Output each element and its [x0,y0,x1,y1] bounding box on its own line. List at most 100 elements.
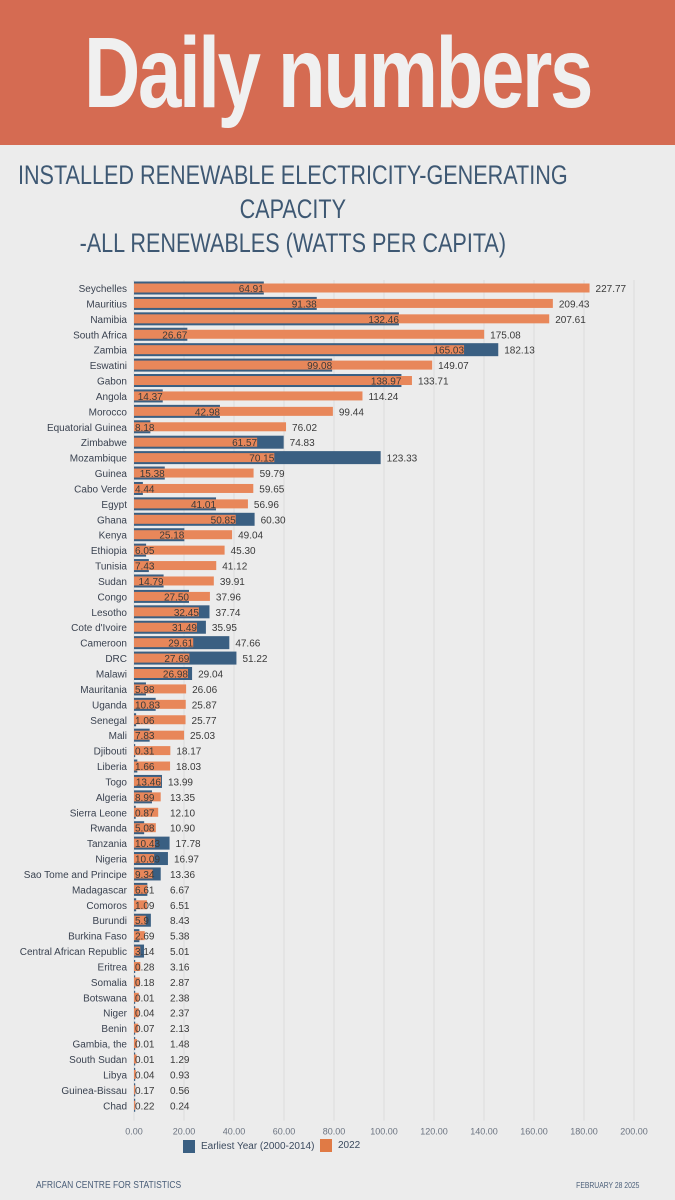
bar-2022 [134,1085,136,1095]
bars [134,281,590,1112]
category-label: Algeria [96,793,128,804]
inner-data-label: 0.01 [135,993,155,1004]
category-label: Senegal [90,716,127,727]
bar-2022 [134,931,145,941]
outer-data-label: 2.38 [170,993,190,1004]
outer-data-label: 5.38 [170,932,190,943]
bar-2022 [134,360,433,370]
category-label: Benin [101,1024,127,1035]
outer-data-label: 0.93 [170,1070,190,1081]
category-label: Togo [105,777,127,788]
bar-2022 [134,715,186,725]
legend-swatch-2022 [320,1139,332,1152]
outer-data-label: 175.08 [490,330,521,341]
category-label: Tanzania [87,839,127,850]
bar-2022 [134,869,153,879]
outer-data-label: 13.36 [170,870,195,881]
inner-data-label: 0.01 [135,1055,155,1066]
category-label: Sierra Leone [70,808,128,819]
bar-2022 [134,545,225,555]
category-label: Egypt [101,500,127,511]
x-tick-label: 40.00 [223,1127,246,1137]
bar-2022 [134,638,194,648]
outer-data-label: 182.13 [504,346,535,357]
outer-data-label: 2.87 [170,978,190,989]
inner-data-label: 0.04 [135,1070,155,1081]
category-label: Lesotho [91,608,127,619]
outer-data-label: 29.04 [198,670,223,681]
bar-2022 [134,854,155,864]
category-label: Cabo Verde [74,484,127,495]
bar-2022 [134,838,155,848]
category-label: Namibia [90,315,127,326]
bar-2022 [134,437,258,447]
legend-label-2022: 2022 [338,1140,361,1152]
category-label: Guinea-Bissau [61,1086,127,1097]
bar-2022 [134,406,333,416]
category-label: South Africa [73,330,127,341]
category-label: Sudan [98,577,127,588]
bar-2022 [134,1023,139,1033]
inner-data-label: 0.31 [135,747,155,758]
outer-data-label: 25.87 [192,700,217,711]
category-label: DRC [105,654,127,665]
bar-2022 [134,376,412,386]
outer-data-label: 47.66 [235,639,260,650]
outer-data-label: 1.48 [170,1040,190,1051]
outer-data-label: 10.90 [170,824,195,835]
bar-2022 [134,1039,137,1049]
bar-2022 [134,283,590,293]
bar-2022 [134,915,146,925]
category-label: Congo [98,592,128,603]
legend: Earliest Year (2000-2014) [183,1140,314,1153]
bar-2022 [134,329,485,339]
category-label: Eritrea [98,962,128,973]
outer-data-label: 25.77 [192,716,217,727]
category-label: Zambia [94,346,128,357]
outer-data-label: 37.96 [216,592,241,603]
category-label: Gambia, the [73,1040,128,1051]
category-label: Mali [109,731,127,742]
inner-data-label: 15.38 [140,469,165,480]
outer-data-label: 59.79 [260,469,285,480]
x-tick-label: 160.00 [520,1127,548,1137]
outer-data-label: 12.10 [170,808,195,819]
category-label: Mozambique [70,454,128,465]
inner-data-label: 50.85 [211,515,236,526]
category-label: Tunisia [95,562,127,573]
bar-2022 [134,453,275,463]
category-label: Nigeria [95,855,127,866]
category-label: Burundi [93,916,127,927]
bar-2022 [134,684,187,694]
category-label: Equatorial Guinea [47,423,127,434]
inner-data-label: 13.46 [136,777,161,788]
outer-data-label: 17.78 [176,839,201,850]
bar-2022 [134,1069,136,1079]
bar-2022 [134,699,186,709]
category-label: Sao Tome and Principe [24,870,128,881]
banner-title: Daily numbers [83,17,593,129]
category-label: Cote d'Ivoire [71,623,127,634]
x-tick-label: 0.00 [125,1127,143,1137]
inner-data-label: 14.37 [138,392,163,403]
inner-data-label: 2.69 [135,932,155,943]
outer-data-label: 13.35 [170,793,195,804]
bar-2022 [134,561,217,571]
inner-data-label: 10.43 [135,839,160,850]
inner-data-label: 14.79 [139,577,164,588]
outer-data-label: 3.16 [170,962,190,973]
outer-data-label: 18.17 [176,747,201,758]
inner-data-label: 27.69 [164,654,189,665]
outer-data-label: 8.43 [170,916,190,927]
inner-data-label: 6.61 [135,885,155,896]
outer-data-label: 1.29 [170,1055,190,1066]
inner-data-label: 61.57 [232,438,257,449]
legend-label-earliest: Earliest Year (2000-2014) [201,1141,315,1153]
inner-data-label: 3.14 [135,947,155,958]
bar-2022 [134,1100,136,1110]
x-tick-label: 100.00 [370,1127,398,1137]
category-label: Cameroon [80,639,127,650]
inner-data-label: 0.04 [135,1009,155,1020]
outer-data-label: 76.02 [292,423,317,434]
x-tick-label: 80.00 [323,1127,346,1137]
